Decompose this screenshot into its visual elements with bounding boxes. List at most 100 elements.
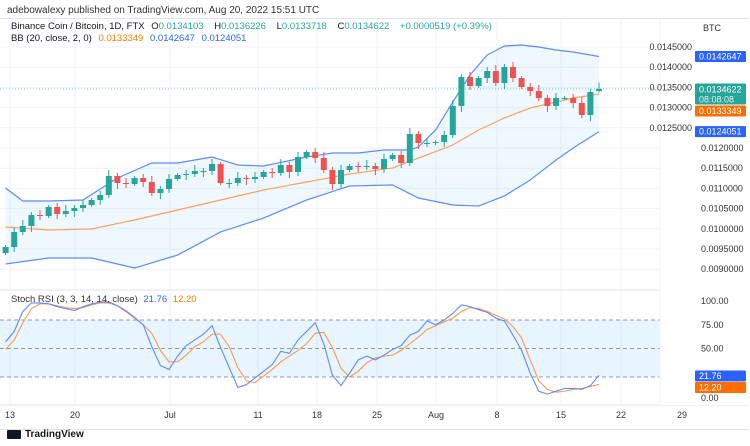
candle-body — [338, 170, 344, 185]
upper-band-tag-bg — [695, 51, 746, 63]
lower-band-tag-bg — [695, 126, 746, 138]
low-value: 0.0133718 — [281, 21, 327, 32]
stoch-tick-label: 75.00 — [701, 320, 724, 330]
close-value: 0.0134622 — [344, 21, 390, 32]
candle-body — [243, 178, 250, 180]
price-tick-label: 0.0115000 — [701, 163, 743, 173]
candle-body — [88, 199, 95, 206]
candle-body — [234, 178, 241, 183]
candle-body — [570, 98, 577, 103]
price-tick-label: 0.0095000 — [701, 244, 744, 254]
candle-body — [449, 106, 456, 135]
time-tick-label: 13 — [5, 410, 15, 420]
candle-body — [312, 151, 319, 158]
candle-body — [11, 231, 18, 248]
lower-band-tag: 0.0124051 — [699, 127, 742, 137]
candle-body — [226, 182, 233, 184]
candle-body — [286, 165, 293, 173]
stoch-d-tag-bg — [695, 382, 746, 393]
candle-body — [303, 151, 310, 158]
candles — [2, 61, 602, 256]
time-tick-label: 18 — [312, 410, 322, 420]
bb-label[interactable]: BB (20, close, 2, 0) — [11, 33, 92, 44]
candle-body — [441, 134, 448, 143]
time-tick-label: 15 — [556, 410, 566, 420]
stoch-k-tag-bg — [695, 370, 746, 382]
stoch-legend: Stoch RSI (3, 3, 14, 14, close) 21.76 12… — [11, 294, 197, 305]
stoch-k-value: 21.76 — [143, 294, 168, 305]
candle-body — [97, 195, 104, 200]
stoch-label[interactable]: Stoch RSI (3, 3, 14, 14, close) — [11, 294, 138, 305]
candle-body — [432, 142, 439, 144]
candle-body — [398, 155, 405, 164]
candle-body — [157, 189, 164, 194]
candle-body — [535, 90, 542, 99]
stoch-tick-label: 50.00 — [701, 344, 724, 354]
close-price-tag-countdown: 08:08:08 — [699, 95, 734, 105]
candle-body — [389, 155, 396, 160]
bb-lower-line — [5, 131, 600, 269]
currency-label: BTC — [703, 23, 722, 33]
price-tick-label: 0.0110000 — [701, 183, 743, 193]
price-tick-label: 0.0140000 — [649, 62, 692, 72]
candle-body — [518, 77, 525, 88]
tradingview-logo-icon — [7, 430, 21, 439]
candle-body — [123, 182, 129, 185]
close-label: C — [337, 21, 345, 32]
candle-body — [114, 176, 121, 183]
candle-body — [596, 88, 602, 92]
candle-body — [295, 157, 301, 173]
candle-body — [510, 66, 516, 78]
close-price-tag: 0.0134622 — [699, 85, 742, 95]
candle-body — [166, 178, 172, 190]
time-tick-label: Aug — [428, 410, 444, 420]
candle-body — [320, 157, 327, 171]
price-tick-label: 0.0135000 — [649, 82, 692, 92]
price-tick-label: 0.0145000 — [649, 42, 692, 52]
high-label: H — [214, 21, 222, 32]
footer: TradingView — [7, 429, 84, 440]
candle-body — [209, 163, 215, 171]
stoch-k-line — [5, 301, 600, 395]
candle-body — [217, 163, 224, 183]
time-tick-label: 25 — [372, 410, 382, 420]
candle-body — [475, 77, 482, 86]
candle-body — [174, 174, 181, 179]
brand-name: TradingView — [25, 429, 84, 440]
bb-basis-value: 0.0133349 — [98, 33, 144, 44]
candle-body — [381, 159, 387, 169]
candle-body — [329, 170, 336, 185]
low-label: L — [276, 21, 282, 32]
candle-body — [372, 165, 379, 169]
bb-legend-row: BB (20, close, 2, 0) 0.0133349 0.0142647… — [11, 33, 496, 45]
candle-body — [424, 142, 430, 144]
open-value: 0.0134103 — [158, 21, 204, 32]
candle-body — [62, 210, 69, 215]
candle-body — [355, 165, 362, 168]
stoch-d-tag: 12.20 — [699, 383, 722, 393]
candle-body — [140, 178, 147, 183]
price-tick-label: 0.0100000 — [701, 224, 744, 234]
candle-body — [277, 165, 284, 173]
candle-body — [363, 165, 370, 168]
candle-body — [458, 77, 465, 107]
main-legend: Binance Coin / Bitcoin, 1D, FTX O0.01341… — [11, 21, 496, 45]
stoch-k-tag: 21.76 — [699, 371, 722, 381]
price-tick-label: 0.0090000 — [701, 264, 744, 274]
basis-tag-bg — [695, 105, 746, 117]
symbol-name[interactable]: Binance Coin / Bitcoin, 1D, FTX — [11, 21, 145, 32]
candle-body — [191, 170, 198, 175]
price-axis-bg — [660, 19, 749, 405]
price-tick-label: 0.0125000 — [649, 123, 692, 133]
candle-body — [501, 66, 508, 84]
candle-body — [561, 98, 568, 100]
candle-body — [80, 205, 86, 208]
candle-body — [269, 172, 276, 174]
candle-body — [578, 102, 585, 116]
candle-body — [346, 165, 353, 171]
candle-body — [54, 207, 61, 215]
candle-body — [553, 98, 559, 107]
bb-basis-line — [5, 93, 600, 231]
candle-body — [467, 77, 473, 86]
